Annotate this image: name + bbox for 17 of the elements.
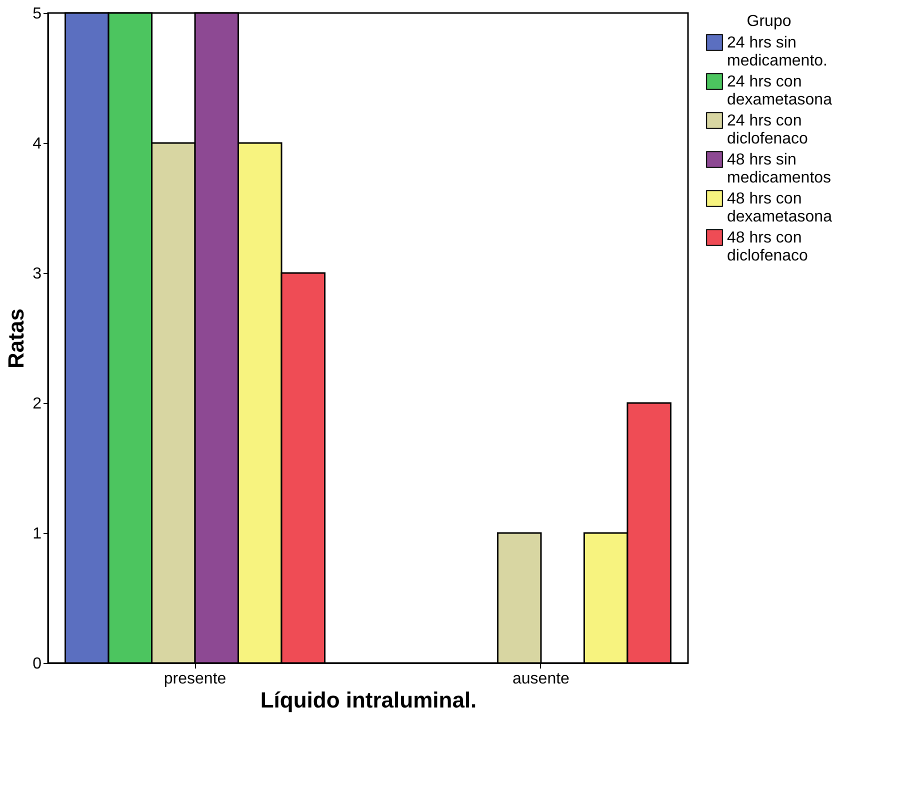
legend-label: 48 hrs sin medicamentos [727, 152, 832, 186]
y-tick-label: 4 [32, 136, 42, 152]
x-tick-label: ausente [512, 670, 570, 688]
y-axis-title: Ratas [4, 308, 29, 368]
legend-title: Grupo [746, 13, 792, 30]
y-tick-label: 1 [32, 526, 42, 542]
legend-label: 48 hrs con dexametasona [727, 190, 832, 226]
legend-label: 24 hrs con diclofenaco [727, 112, 808, 148]
y-tick-label: 5 [32, 6, 42, 22]
legend-label: 24 hrs sin medicamento. [727, 34, 828, 70]
legend-label: 48 hrs con diclofenaco [727, 230, 808, 264]
y-tick-label: 3 [32, 266, 42, 282]
y-tick-label: 0 [32, 656, 42, 672]
x-tick-label: presente [164, 670, 226, 688]
x-axis-title: Líquido intraluminal. [260, 688, 477, 712]
legend-label: 24 hrs con dexametasona [727, 74, 832, 108]
y-tick-label: 2 [32, 396, 42, 412]
